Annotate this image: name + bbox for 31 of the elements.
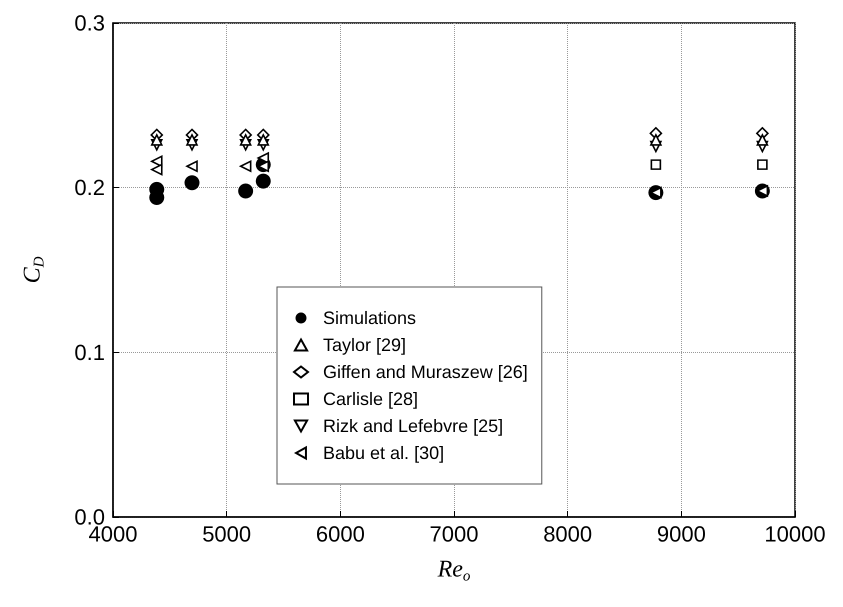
point	[240, 134, 252, 146]
legend-label: Babu et al. [30]	[323, 443, 444, 463]
legend-label: Carlisle [28]	[323, 389, 418, 409]
point	[150, 164, 163, 176]
point	[256, 174, 271, 189]
y-tick-label: 0.1	[74, 340, 105, 365]
x-tick-label: 10000	[764, 522, 826, 546]
x-tick-label: 5000	[202, 522, 252, 546]
point	[650, 159, 662, 170]
point	[186, 134, 198, 146]
point	[757, 159, 768, 170]
legend-label: Giffen and Muraszew [26]	[323, 362, 528, 382]
point	[184, 175, 200, 190]
legend-label: Rizk and Lefebvre [25]	[323, 416, 504, 436]
y-axis-title: CD	[20, 256, 48, 284]
point	[186, 160, 198, 172]
y-tick-label: 0.2	[74, 175, 105, 200]
x-tick-label: 7000	[430, 522, 478, 546]
point	[150, 156, 163, 168]
point	[150, 134, 163, 146]
y-tick-label: 0.3	[74, 10, 105, 36]
x-tick-label: 8000	[543, 522, 592, 546]
x-tick-label: 6000	[316, 522, 365, 546]
point	[238, 183, 254, 198]
point	[257, 134, 270, 146]
legend-label: Simulations	[323, 308, 416, 328]
point	[650, 134, 662, 146]
legend-label: Taylor [29]	[323, 335, 406, 355]
point	[756, 134, 768, 146]
point	[240, 160, 252, 172]
x-tick-label: 9000	[656, 522, 706, 546]
